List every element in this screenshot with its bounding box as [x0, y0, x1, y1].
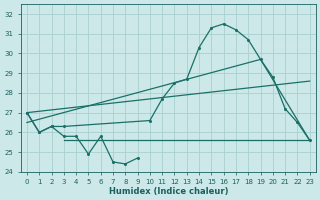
X-axis label: Humidex (Indice chaleur): Humidex (Indice chaleur) [108, 187, 228, 196]
